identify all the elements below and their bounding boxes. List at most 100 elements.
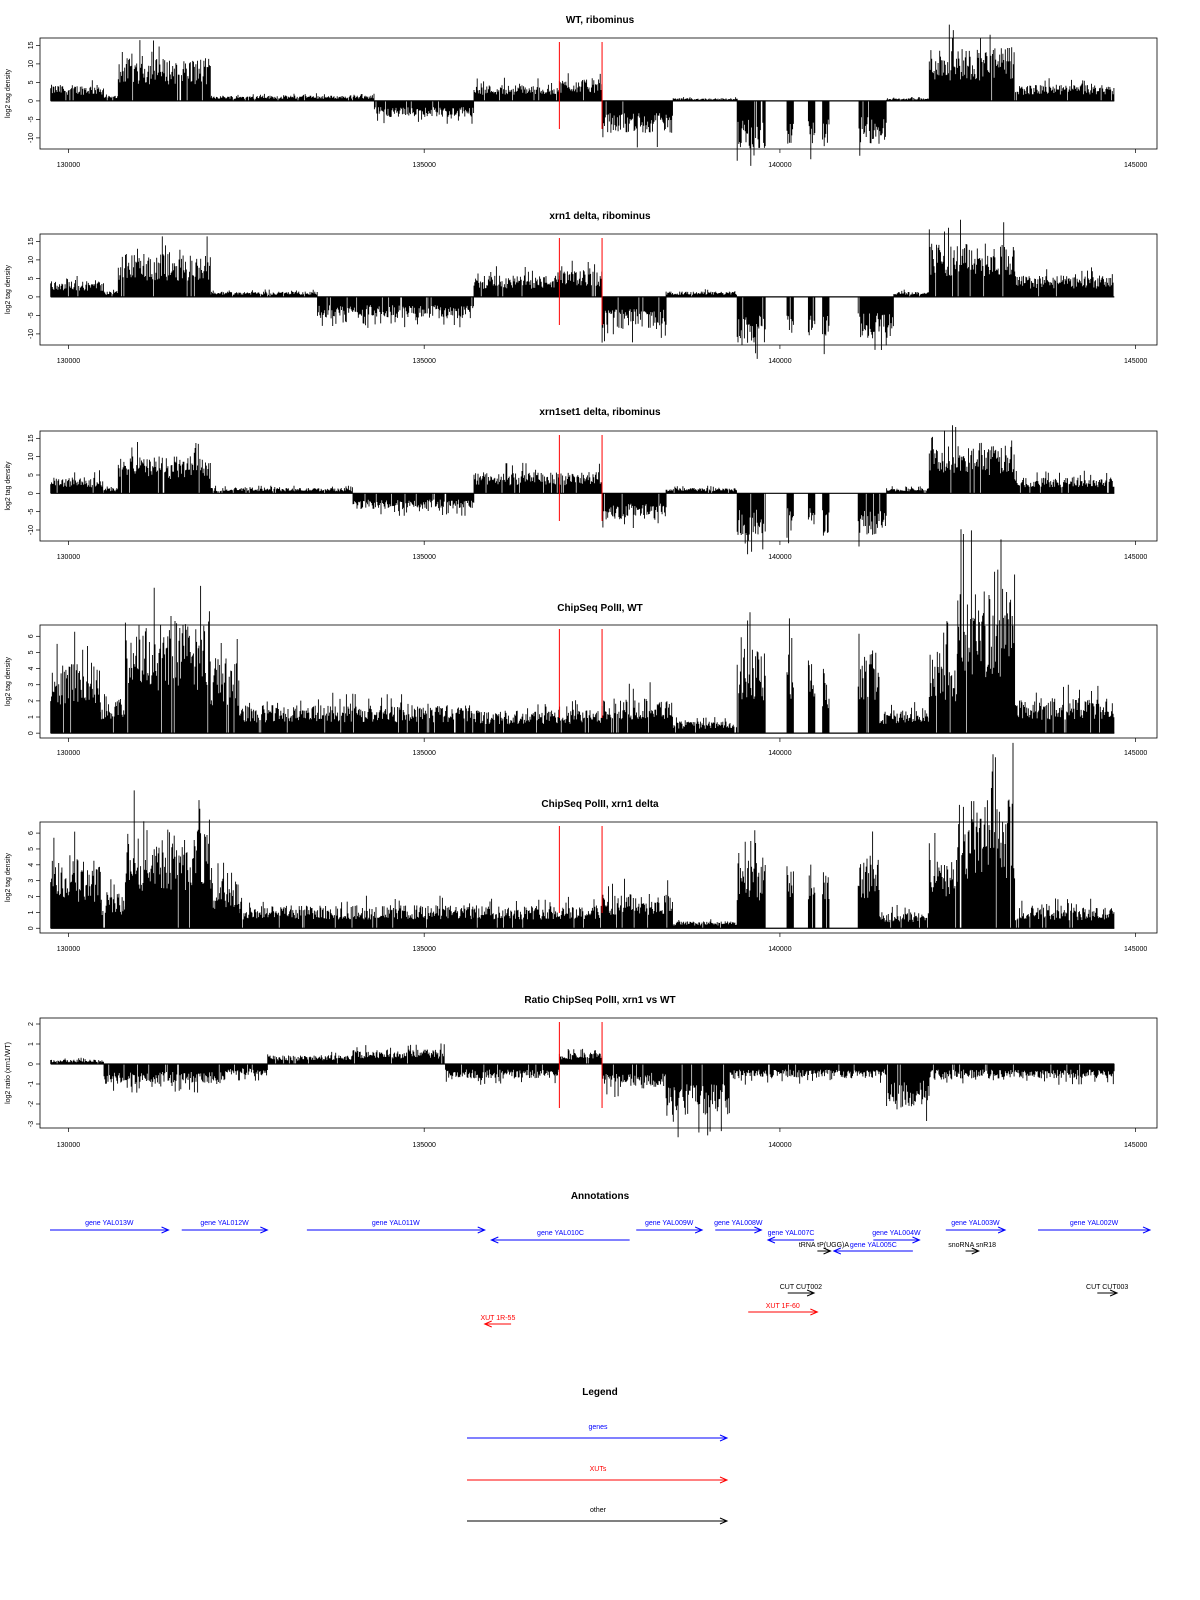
x-tick-label: 140000 — [768, 946, 791, 953]
x-tick-label: 130000 — [57, 750, 80, 757]
annotation-arrow — [636, 1226, 704, 1234]
x-tick-label: 140000 — [768, 554, 791, 561]
panel-1: WT, ribominus log2 tag density -10 -5 0 5 10 15… — [5, 15, 1158, 169]
panel-6: Ratio ChipSeq PolII, xrn1 vs WT log2 rati… — [5, 995, 1158, 1149]
x-tick-label: 135000 — [413, 358, 436, 365]
x-tick-label: 135000 — [413, 946, 436, 953]
annotation-arrow — [1097, 1289, 1119, 1297]
annotation-label: snoRNA snR18 — [948, 1242, 996, 1249]
y-tick-label: 1 — [28, 1042, 35, 1046]
annotation-label: CUT CUT002 — [780, 1284, 822, 1291]
annotation-arrow — [1038, 1226, 1152, 1234]
signal-bars — [50, 529, 1115, 734]
signal-track — [50, 529, 1115, 734]
annotation-label: XUT 1R-55 — [480, 1315, 515, 1322]
annotation-item: gene YAL007C — [766, 1230, 815, 1244]
signal-track — [50, 219, 1115, 359]
legend-arrow — [467, 1517, 729, 1525]
annotation-label: gene YAL004W — [872, 1230, 921, 1237]
panel-title: xrn1 delta, ribominus — [549, 211, 651, 222]
signal-bars — [50, 425, 1115, 555]
y-axis-label: log2 tag density — [5, 264, 12, 314]
annotation-arrow — [715, 1226, 763, 1234]
y-tick-label: 4 — [28, 863, 35, 867]
y-tick-label: 3 — [28, 683, 35, 687]
x-tick-label: 145000 — [1124, 358, 1147, 365]
legend-label: XUTs — [590, 1466, 607, 1473]
signal-bars — [50, 24, 1115, 166]
y-tick-label: 6 — [28, 634, 35, 638]
y-tick-label: 0 — [28, 731, 35, 735]
y-tick-label: 10 — [28, 256, 35, 264]
y-tick-label: 15 — [28, 41, 35, 49]
x-tick-label: 130000 — [57, 1142, 80, 1149]
plot-frame — [39, 37, 1158, 150]
annotation-item: tRNA tP(UGG)A — [799, 1242, 849, 1255]
legend: Legend genes XUTs other — [467, 1387, 729, 1525]
x-tick-label: 130000 — [57, 358, 80, 365]
annotation-label: gene YAL009W — [645, 1220, 694, 1227]
annotation-arrow — [965, 1247, 981, 1255]
y-tick-label: -5 — [28, 508, 35, 514]
annotation-label: gene YAL012W — [200, 1220, 249, 1227]
y-tick-label: 3 — [28, 879, 35, 883]
annotation-item: gene YAL004W — [872, 1230, 921, 1244]
annotation-item: gene YAL010C — [490, 1230, 630, 1244]
y-tick-label: 10 — [28, 60, 35, 68]
panel-title: Ratio ChipSeq PolII, xrn1 vs WT — [524, 995, 675, 1006]
y-tick-label: 0 — [28, 295, 35, 299]
x-tick-label: 145000 — [1124, 946, 1147, 953]
annotations-track: Annotations gene YAL013W gene YAL012W gene … — [50, 1191, 1152, 1328]
y-tick-label: 5 — [28, 80, 35, 84]
panel-4: ChipSeq PolII, WT log2 tag density 0 1 2 3 4 5 6… — [5, 529, 1158, 757]
legend-item-genes: genes — [467, 1424, 729, 1442]
x-tick-label: 145000 — [1124, 162, 1147, 169]
annotation-item: CUT CUT003 — [1086, 1284, 1128, 1297]
annotation-item: XUT 1R-55 — [480, 1315, 515, 1328]
annotation-arrow — [832, 1247, 913, 1255]
y-tick-label: 15 — [28, 237, 35, 245]
y-tick-label: -10 — [28, 525, 35, 535]
x-tick-label: 130000 — [57, 946, 80, 953]
legend-item-other: other — [467, 1507, 729, 1525]
x-tick-label: 130000 — [57, 554, 80, 561]
annotation-label: gene YAL002W — [1070, 1220, 1119, 1227]
annotation-label: gene YAL005C — [850, 1242, 897, 1249]
y-tick-label: -2 — [28, 1101, 35, 1107]
y-tick-label: 15 — [28, 434, 35, 442]
y-tick-label: 5 — [28, 276, 35, 280]
annotation-label: XUT 1F-60 — [766, 1303, 800, 1310]
annotation-item: gene YAL005C — [832, 1242, 913, 1255]
annotation-item: gene YAL011W — [306, 1220, 487, 1234]
annotation-item: gene YAL012W — [181, 1220, 269, 1234]
signal-track — [50, 742, 1115, 929]
signal-bars — [50, 219, 1114, 359]
panel-title: xrn1set1 delta, ribominus — [539, 407, 661, 418]
panel-title: ChipSeq PolII, WT — [557, 603, 643, 614]
annotation-label: gene YAL008W — [714, 1220, 763, 1227]
annotation-arrow — [483, 1320, 512, 1328]
panel-3: xrn1set1 delta, ribominus log2 tag densit… — [5, 407, 1158, 561]
y-tick-label: 5 — [28, 650, 35, 654]
x-tick-label: 145000 — [1124, 750, 1147, 757]
y-tick-label: 0 — [28, 99, 35, 103]
annotation-label: gene YAL007C — [768, 1230, 815, 1237]
y-tick-label: -10 — [28, 329, 35, 339]
y-tick-label: -1 — [28, 1081, 35, 1087]
annotation-arrow — [748, 1308, 819, 1316]
signal-track — [50, 24, 1115, 166]
y-tick-label: 2 — [28, 894, 35, 898]
annotation-item: gene YAL003W — [945, 1220, 1007, 1234]
annotation-arrow — [873, 1236, 921, 1244]
annotations-title: Annotations — [571, 1191, 630, 1202]
signal-track — [50, 425, 1115, 555]
annotation-label: gene YAL010C — [537, 1230, 584, 1237]
x-tick-label: 145000 — [1124, 1142, 1147, 1149]
y-tick-label: 1 — [28, 910, 35, 914]
x-tick-label: 140000 — [768, 162, 791, 169]
y-tick-label: 0 — [28, 926, 35, 930]
x-tick-label: 140000 — [768, 358, 791, 365]
annotation-item: snoRNA snR18 — [948, 1242, 996, 1255]
x-tick-label: 145000 — [1124, 554, 1147, 561]
